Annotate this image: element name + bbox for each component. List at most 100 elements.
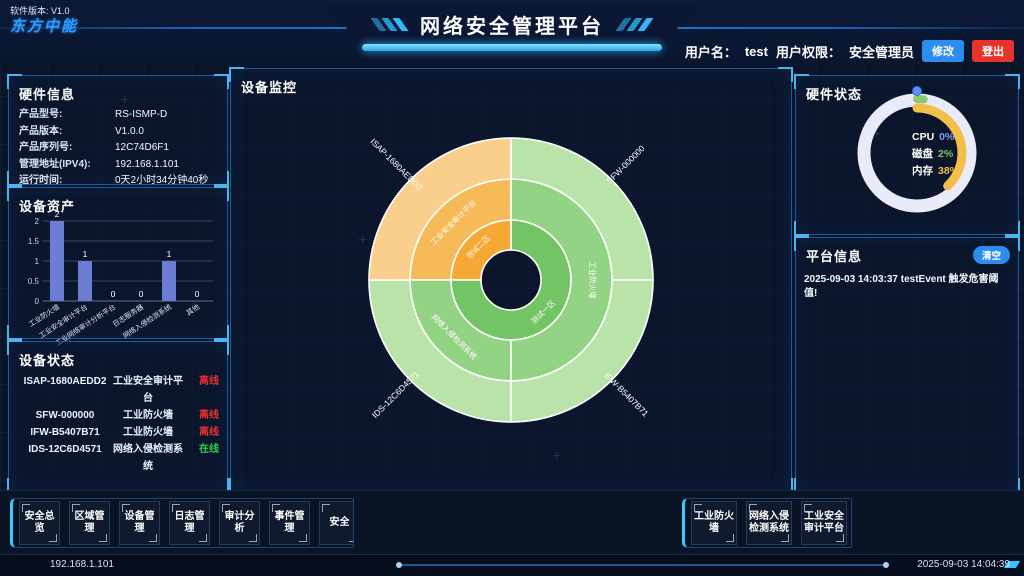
hardware-info-row: 产品序列号: 12C74D6F1: [9, 140, 227, 157]
sunburst-segment-isap[interactable]: [368, 137, 512, 281]
device-id: IDS-12C6D4571: [28, 444, 102, 455]
metric-label: 内存: [912, 165, 933, 177]
bar: [78, 261, 92, 301]
device-monitor-title: 设备监控: [241, 80, 298, 95]
device-status-row: SFW-000000 工业防火墙 离线: [9, 407, 227, 424]
hardware-info-row: 产品版本: V1.0.0: [9, 124, 227, 141]
memory-readout: 内存 38%: [912, 163, 959, 180]
device-type: 网络入侵检测系统: [113, 444, 183, 472]
disk-readout: 磁盘 2%: [912, 146, 959, 163]
y-tick: 1: [35, 257, 40, 266]
cpu-marker-dot: [912, 86, 922, 96]
row-value: 0天2小时34分钟40秒: [115, 175, 209, 186]
bar-value: 2: [55, 209, 60, 219]
status-bar-datetime: 2025-09-03 14:04:39: [917, 559, 1010, 570]
ifw-device-label: IFW-B5407B71: [602, 370, 650, 418]
y-tick: 1.5: [28, 237, 40, 246]
hardware-info-title: 硬件信息: [19, 87, 76, 102]
hardware-info-row: 管理地址(IPV4): 192.168.1.101: [9, 157, 227, 174]
hardware-info-panel: 硬件信息 产品型号: RS-ISMP-D 产品版本: V1.0.0 产品序列号:…: [7, 74, 229, 186]
user-area: 用户名： test 用户权限： 安全管理员 修改 登出: [685, 40, 1014, 62]
row-value: V1.0.0: [115, 125, 144, 137]
nav-security-clipped[interactable]: 安全: [319, 501, 353, 545]
username-label: 用户名：: [684, 44, 737, 60]
device-status-row: IDS-12C6D4571 网络入侵检测系统 在线: [9, 441, 227, 475]
status-bar: 192.168.1.101 2025-09-03 14:04:39: [0, 554, 1024, 576]
x-label: 工业安全审计平台: [37, 302, 89, 340]
bar-value: 0: [111, 289, 116, 299]
nav-zone-management[interactable]: 区域管理: [69, 501, 110, 545]
sfw-device-label: SFW-000000: [604, 143, 647, 186]
decor-slashes-right-icon: [615, 17, 654, 31]
device-id: IFW-B5407B71: [30, 427, 100, 438]
ids-device-label: IDS-12C6D4571: [370, 369, 421, 420]
metric-label: CPU: [912, 131, 935, 143]
bar-value: 0: [195, 289, 200, 299]
header: 软件版本: V1.0 东方中能 网络安全管理平台 用户名： test 用户权限：…: [0, 0, 1024, 66]
row-label: 产品型号:: [19, 109, 63, 120]
bar: [162, 261, 176, 301]
nav-audit-analysis[interactable]: 审计分析: [219, 501, 260, 545]
firewall-label: 工业防火墙: [588, 261, 598, 299]
nav-log-management[interactable]: 日志管理: [169, 501, 210, 545]
device-status-panel: 设备状态 ISAP-1680AEDD2 工业安全审计平台 离线 SFW-0000…: [7, 340, 229, 493]
title-underline: [362, 44, 662, 51]
bar: [50, 221, 64, 301]
bottom-nav-band: 安全总览 区域管理 设备管理 日志管理 审计分析 事件管理 安全 工业防火墙 网…: [0, 490, 1024, 555]
nav-event-management[interactable]: 事件管理: [269, 501, 310, 545]
metric-value: 0%: [939, 131, 955, 143]
device-assets-panel: 设备资产 2 1.5 1 0.5 0 2 1 0 0: [7, 186, 229, 348]
device-id: SFW-000000: [35, 410, 95, 421]
logo: 东方中能: [10, 18, 79, 35]
hardware-status-title: 硬件状态: [806, 87, 863, 102]
nav-intrusion-detection[interactable]: 网络入侵检测系统: [746, 501, 792, 545]
hardware-info-row: 运行时间: 0天2小时34分钟40秒: [9, 173, 227, 190]
cpu-readout: CPU 0%: [912, 129, 959, 146]
y-tick: 2: [35, 217, 40, 226]
device-assets-title: 设备资产: [19, 199, 76, 214]
hardware-status-panel: 硬件状态 CPU 0% 磁盘 2% 内存 38%: [794, 74, 1020, 236]
sunburst-chart: 测试二区 测试一区 工业安全审计平台 工业防火墙 网络入侵检测系统 ISAP-1…: [368, 136, 654, 423]
device-status-value: 离线: [199, 376, 219, 387]
device-status-row: ISAP-1680AEDD2 工业安全审计平台 离线: [9, 373, 227, 407]
hardware-info-row: 产品型号: RS-ISMP-D: [9, 107, 227, 124]
title-emblem: 网络安全管理平台: [282, 4, 742, 56]
modify-button[interactable]: 修改: [922, 40, 964, 62]
device-id: ISAP-1680AEDD2: [23, 376, 107, 387]
row-value: 192.168.1.101: [115, 158, 179, 170]
bar-value: 1: [83, 249, 88, 259]
platform-message: 2025-09-03 14:03:37 testEvent 触发危害阈值!: [804, 274, 999, 299]
nav-group-right: 工业防火墙 网络入侵检测系统 工业安全审计平台: [682, 498, 852, 548]
software-version: 软件版本: V1.0: [10, 6, 70, 16]
device-status-value: 离线: [199, 410, 219, 421]
x-label: 网络入侵检测系统: [121, 302, 173, 340]
row-label: 产品序列号:: [19, 142, 73, 153]
nav-device-management[interactable]: 设备管理: [119, 501, 160, 545]
status-bar-line: [396, 562, 889, 568]
row-label: 产品版本:: [19, 125, 63, 137]
bar-value: 1: [167, 249, 172, 259]
hardware-gauge-chart: [857, 86, 977, 213]
device-status-value: 在线: [199, 444, 219, 455]
nav-security-audit-platform[interactable]: 工业安全审计平台: [801, 501, 847, 545]
device-assets-bar-chart: 2 1.5 1 0.5 0 2 1 0 0 1 0 工业防火墙 工业安全审计平台…: [27, 209, 213, 348]
metric-value: 2%: [938, 148, 954, 160]
logout-button[interactable]: 登出: [972, 40, 1014, 62]
permission-label: 用户权限：: [775, 44, 841, 60]
y-tick: 0: [35, 297, 40, 306]
nav-industrial-firewall[interactable]: 工业防火墙: [691, 501, 737, 545]
device-type: 工业安全审计平台: [113, 376, 183, 404]
y-tick: 0.5: [28, 277, 40, 286]
device-type: 工业防火墙: [123, 427, 173, 438]
metric-label: 磁盘: [912, 148, 933, 160]
device-type: 工业防火墙: [123, 410, 173, 421]
row-label: 运行时间:: [19, 175, 63, 186]
device-status-row: IFW-B5407B71 工业防火墙 离线: [9, 424, 227, 441]
device-status-value: 离线: [199, 427, 219, 438]
device-monitor-panel: 设备监控 测试二区 测试一区 工业安全审计平台 工业防火墙 网络入侵检测系统 I…: [229, 67, 793, 493]
username-value: test: [744, 43, 768, 59]
nav-security-overview[interactable]: 安全总览: [19, 501, 60, 545]
platform-info-panel: 平台信息 清空 2025-09-03 14:03:37 testEvent 触发…: [794, 236, 1020, 493]
clear-button[interactable]: 清空: [972, 246, 1010, 264]
permission-value: 安全管理员: [848, 44, 914, 60]
